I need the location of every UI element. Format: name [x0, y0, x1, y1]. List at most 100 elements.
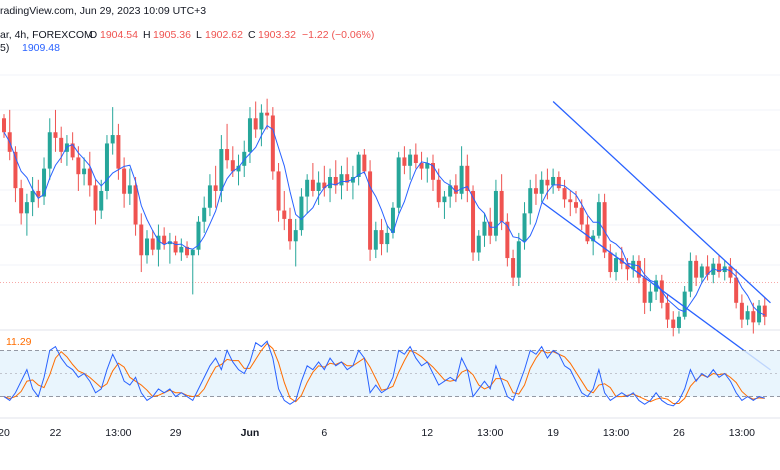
candle[interactable]: [104, 135, 109, 200]
candle[interactable]: [631, 255, 636, 278]
candle[interactable]: [36, 179, 41, 208]
candle[interactable]: [162, 227, 167, 250]
candle[interactable]: [207, 174, 212, 217]
candle[interactable]: [333, 160, 338, 194]
candle[interactable]: [87, 151, 92, 197]
candle[interactable]: [431, 154, 435, 191]
candle[interactable]: [682, 286, 687, 320]
candle[interactable]: [225, 123, 230, 169]
candle[interactable]: [179, 238, 184, 261]
candle[interactable]: [562, 179, 567, 208]
candle[interactable]: [516, 232, 521, 287]
candle[interactable]: [734, 269, 739, 309]
candle[interactable]: [282, 190, 287, 231]
candle[interactable]: [76, 146, 81, 191]
candle[interactable]: [213, 165, 218, 208]
candle[interactable]: [442, 190, 447, 219]
candle[interactable]: [694, 255, 699, 287]
candle[interactable]: [585, 216, 590, 245]
candle[interactable]: [482, 213, 487, 247]
candle[interactable]: [150, 230, 155, 256]
candle[interactable]: [448, 179, 453, 208]
candle[interactable]: [488, 207, 493, 245]
candle[interactable]: [539, 171, 544, 203]
candle[interactable]: [745, 305, 750, 326]
candle[interactable]: [717, 255, 721, 278]
candle[interactable]: [602, 193, 607, 259]
candle[interactable]: [676, 311, 681, 334]
candle[interactable]: [636, 255, 641, 284]
candle[interactable]: [528, 179, 533, 225]
candle[interactable]: [167, 232, 172, 264]
candle[interactable]: [699, 263, 704, 284]
candle[interactable]: [42, 157, 47, 205]
candle[interactable]: [328, 168, 333, 203]
candle[interactable]: [625, 258, 630, 281]
candle[interactable]: [156, 224, 161, 267]
candle[interactable]: [127, 168, 132, 205]
candle[interactable]: [476, 230, 481, 261]
candle[interactable]: [356, 151, 361, 186]
candle[interactable]: [511, 249, 516, 287]
candle[interactable]: [608, 244, 613, 278]
candle[interactable]: [293, 218, 298, 267]
candle[interactable]: [408, 149, 413, 180]
candle[interactable]: [419, 151, 424, 180]
candle[interactable]: [288, 207, 292, 250]
candle[interactable]: [339, 165, 344, 200]
candle[interactable]: [24, 193, 29, 236]
candle[interactable]: [270, 107, 275, 180]
candle[interactable]: [47, 118, 52, 180]
candle[interactable]: [648, 283, 653, 312]
candle[interactable]: [350, 165, 355, 200]
candle[interactable]: [276, 163, 281, 222]
candle[interactable]: [379, 218, 384, 256]
candle[interactable]: [493, 179, 498, 242]
stochastic-k-line[interactable]: [3, 340, 765, 407]
candle[interactable]: [739, 294, 744, 328]
candle[interactable]: [533, 174, 538, 205]
candle[interactable]: [551, 168, 556, 194]
candle[interactable]: [242, 140, 247, 177]
stochastic-pane[interactable]: [0, 340, 780, 407]
candle[interactable]: [505, 213, 510, 267]
candle[interactable]: [145, 230, 149, 264]
candle[interactable]: [751, 302, 756, 334]
candle[interactable]: [133, 176, 138, 236]
candle[interactable]: [362, 149, 367, 175]
candle[interactable]: [459, 146, 464, 200]
candle[interactable]: [568, 190, 573, 217]
channel-upper-line[interactable]: [552, 101, 771, 304]
candle[interactable]: [722, 260, 727, 281]
candle[interactable]: [762, 297, 767, 326]
price-pane[interactable]: [2, 98, 771, 371]
candle[interactable]: [30, 176, 35, 217]
candle[interactable]: [316, 171, 321, 205]
candle[interactable]: [185, 241, 190, 259]
candle[interactable]: [265, 98, 270, 130]
candle[interactable]: [385, 224, 390, 253]
candle[interactable]: [556, 171, 561, 191]
candle[interactable]: [591, 230, 596, 256]
candle[interactable]: [310, 163, 315, 197]
moving-average-line[interactable]: [3, 124, 765, 316]
candle[interactable]: [139, 213, 144, 273]
candle[interactable]: [305, 174, 310, 214]
candle[interactable]: [402, 146, 407, 175]
candle[interactable]: [299, 188, 304, 236]
candle[interactable]: [53, 109, 58, 152]
candle[interactable]: [190, 249, 195, 295]
candle[interactable]: [122, 157, 127, 208]
candle[interactable]: [82, 157, 87, 186]
candle[interactable]: [93, 179, 98, 225]
candle[interactable]: [465, 154, 470, 203]
candle[interactable]: [596, 193, 601, 239]
candle[interactable]: [545, 168, 550, 200]
candle[interactable]: [236, 154, 241, 186]
candle[interactable]: [345, 157, 350, 191]
candle[interactable]: [70, 132, 75, 161]
candle[interactable]: [110, 107, 115, 155]
candle[interactable]: [425, 157, 430, 183]
candle[interactable]: [2, 114, 6, 138]
